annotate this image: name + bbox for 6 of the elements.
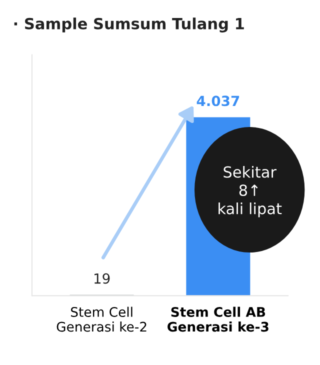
data-label: 4.037 [196,96,240,106]
x-tick-label: Stem Cell AB Generasi ke-3 [168,306,268,332]
data-label: 19 [94,273,110,284]
annotation: Sekitar 8↑ kali lipat [218,166,282,218]
x-tick-label: Stem Cell Generasi ke-2 [56,306,146,332]
chart-title: · Sample Sumsum Tulang 1 [14,18,244,32]
